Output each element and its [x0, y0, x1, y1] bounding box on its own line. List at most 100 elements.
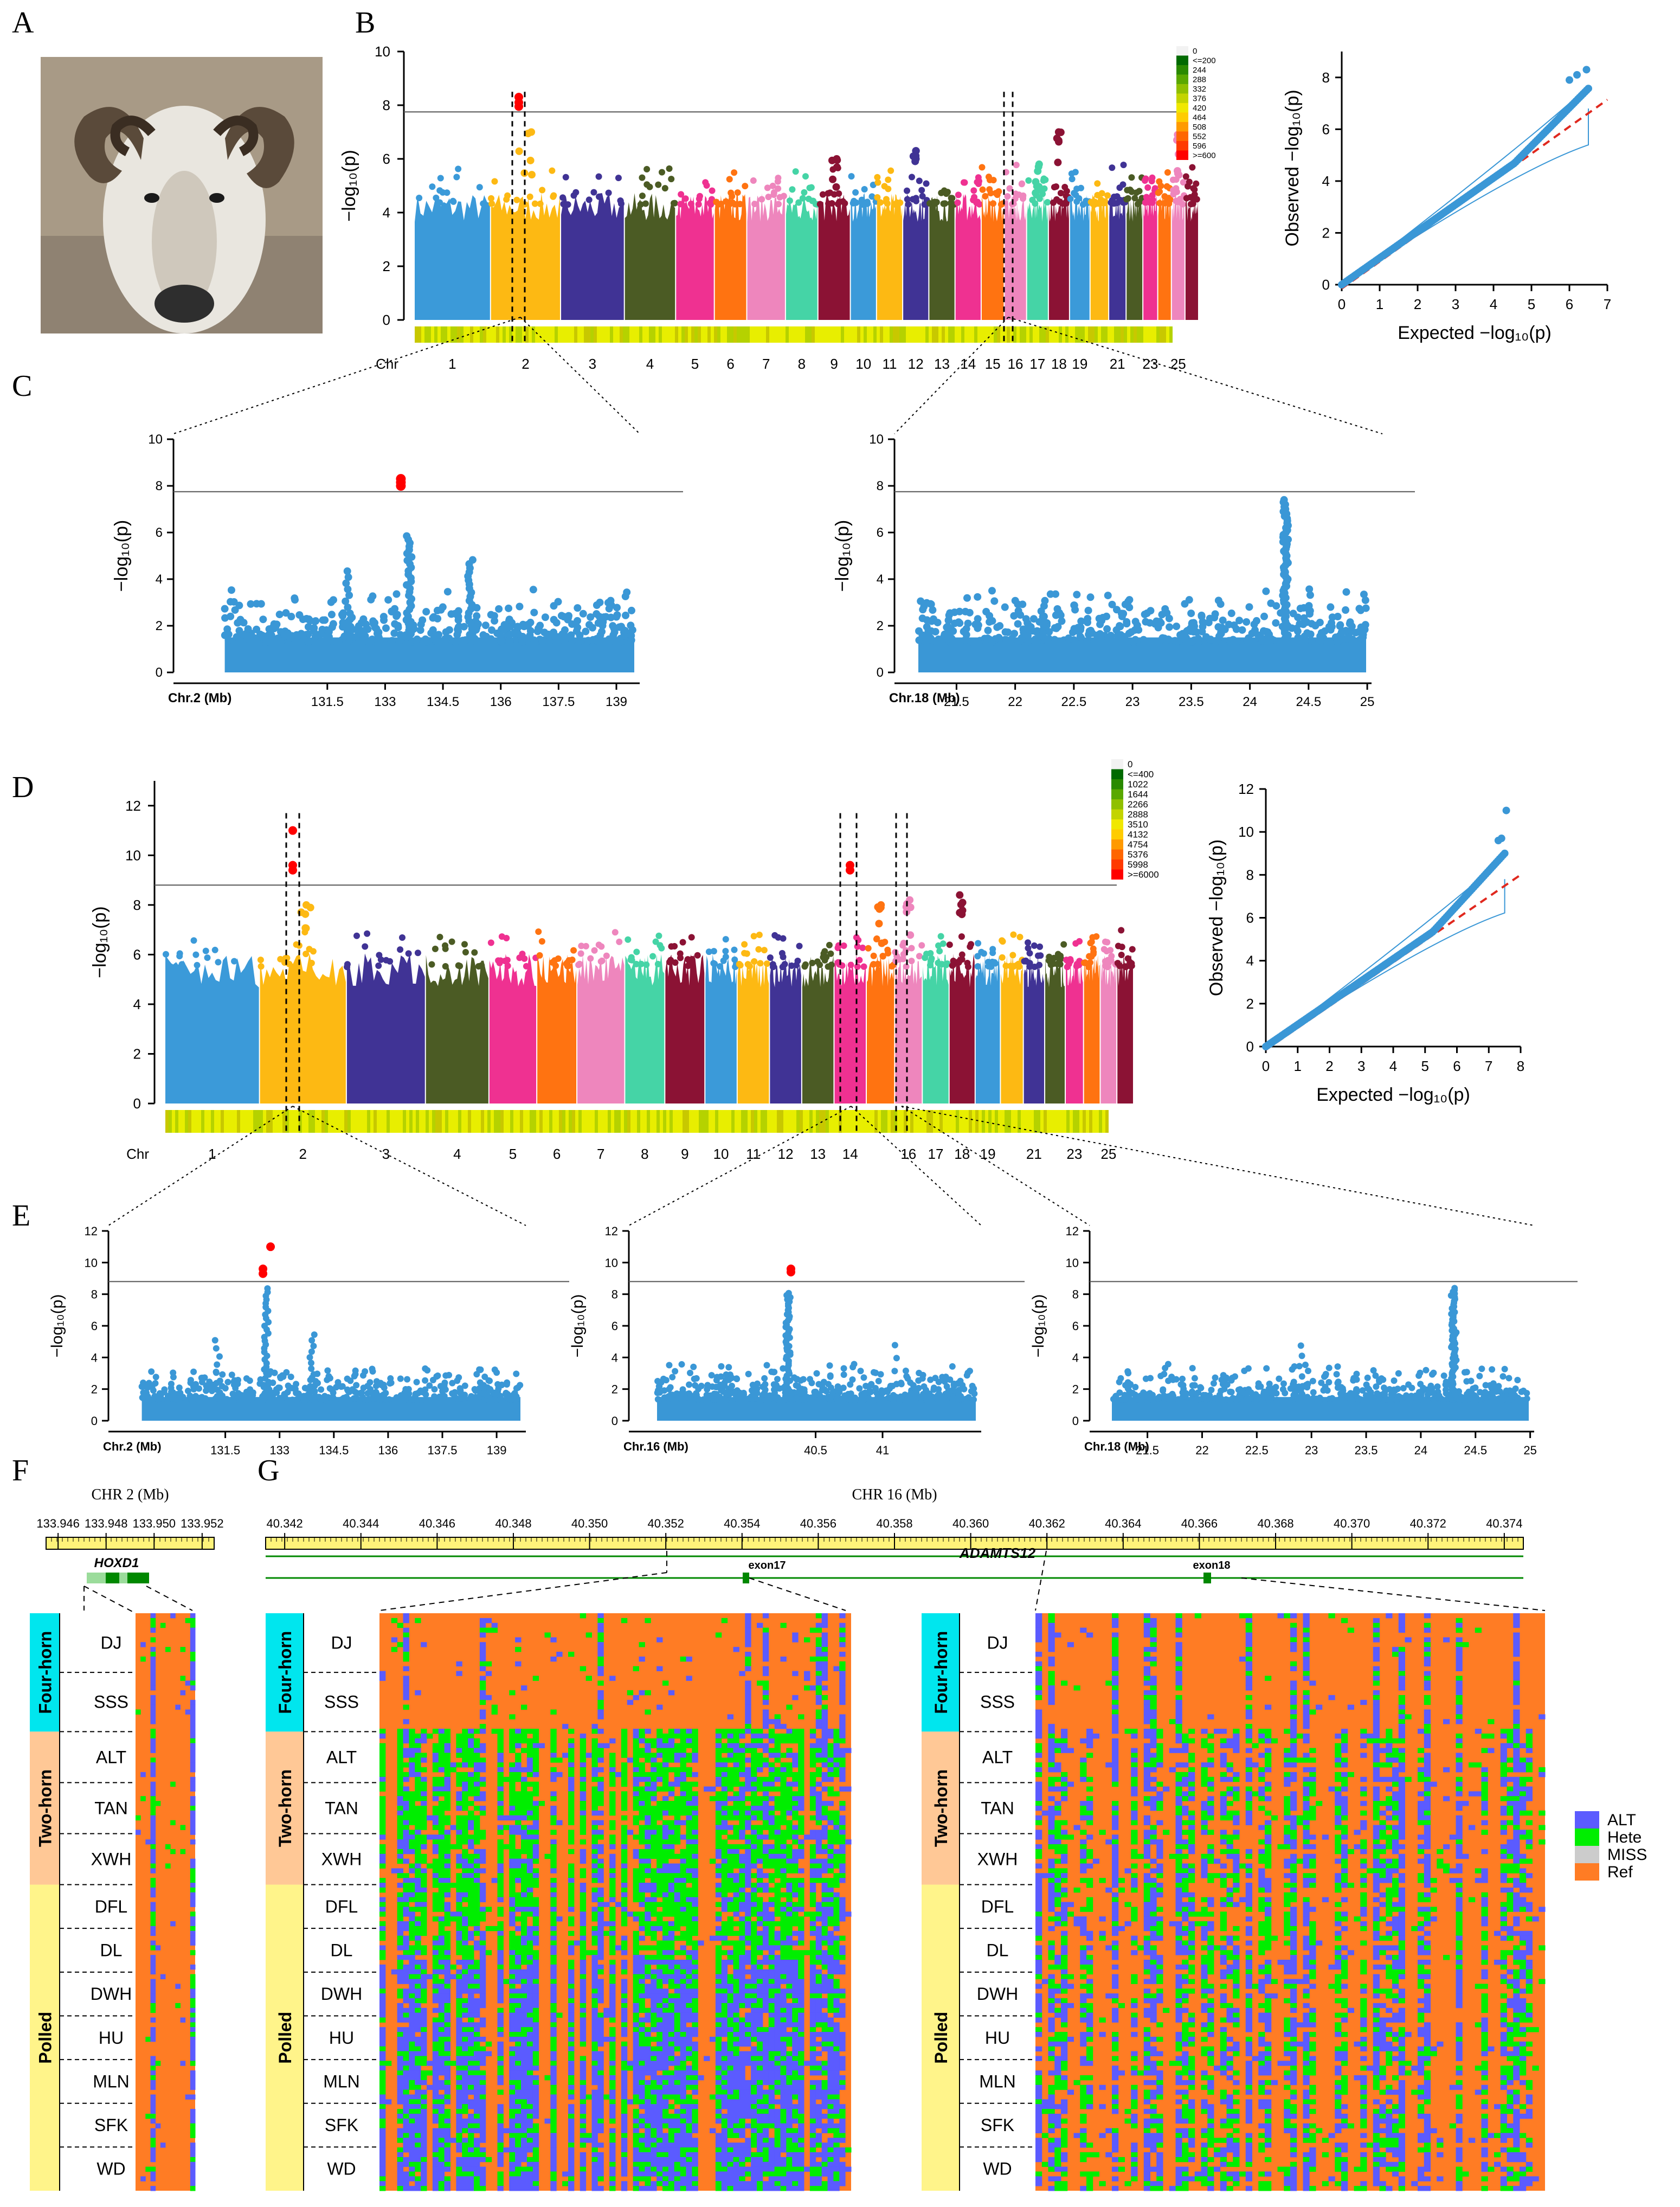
- density-cell: [1076, 1110, 1079, 1133]
- density-cell: [965, 1110, 969, 1133]
- y-tick-label: 2: [877, 619, 884, 633]
- snp-point: [443, 189, 450, 196]
- density-cell: [1072, 326, 1075, 343]
- snp-point: [759, 1383, 767, 1390]
- snp-point: [1108, 600, 1116, 608]
- y-tick-label: 6: [877, 525, 884, 540]
- ruler-label: 40.368: [1257, 1517, 1293, 1530]
- density-cell: [571, 326, 574, 343]
- snp-point: [937, 933, 944, 940]
- snp-point: [327, 611, 336, 619]
- x-tick-label: 21.5: [944, 695, 969, 709]
- snp-point: [1074, 624, 1082, 632]
- snp-point: [393, 1394, 400, 1401]
- snp-point: [969, 1383, 976, 1390]
- snp-point: [366, 1396, 373, 1403]
- snp-point: [1090, 945, 1097, 952]
- snp-point: [1182, 1393, 1189, 1400]
- snp-point: [1214, 623, 1222, 631]
- density-cell: [782, 326, 786, 343]
- density-cell: [1079, 1110, 1083, 1133]
- snp-point: [1303, 618, 1311, 626]
- snp-point: [1287, 1396, 1294, 1403]
- density-cell: [1134, 326, 1137, 343]
- snp-point: [384, 596, 392, 604]
- significant-snp: [259, 1269, 268, 1278]
- snp-point: [694, 952, 701, 959]
- density-cell: [997, 326, 1000, 343]
- snp-point: [796, 942, 803, 949]
- snp-point: [1392, 1387, 1399, 1394]
- snp-point: [1515, 1395, 1522, 1402]
- y-tick-label: 4: [612, 1351, 618, 1364]
- chromosome-label: 19: [1072, 356, 1087, 372]
- chromosome-block: [665, 954, 705, 1104]
- snp-point: [741, 949, 748, 957]
- x-tick-label: 133: [269, 1443, 289, 1457]
- snp-point: [351, 1372, 358, 1380]
- genotype-cell: [190, 1622, 196, 1628]
- snp-point: [1086, 593, 1095, 601]
- panel-label-b: B: [355, 6, 376, 40]
- density-cell: [214, 1110, 217, 1133]
- density-cell: [556, 1110, 559, 1133]
- legend-swatch: [1176, 150, 1188, 160]
- genotype-cell: [185, 1709, 191, 1715]
- density-cell: [383, 1110, 387, 1133]
- snp-point: [1156, 188, 1163, 195]
- snp-point: [1243, 618, 1251, 626]
- snp-point: [432, 945, 439, 952]
- population-label: DJ: [331, 1633, 352, 1653]
- legend-swatch: [1111, 789, 1123, 799]
- snp-point: [1087, 626, 1095, 634]
- snp-point: [1057, 190, 1064, 197]
- snp-point: [827, 1396, 834, 1403]
- snp-point: [258, 963, 265, 970]
- snp-point: [562, 174, 569, 181]
- density-cell: [494, 1110, 497, 1133]
- snp-point: [535, 624, 543, 632]
- snp-point: [419, 616, 427, 624]
- snp-point: [1231, 637, 1239, 645]
- genotype-cell: [190, 1757, 196, 1763]
- chromosome-block: [903, 194, 929, 320]
- snp-point: [482, 638, 491, 646]
- chromosome-block: [851, 193, 876, 320]
- snp-point: [372, 1383, 379, 1390]
- snp-point: [976, 201, 983, 208]
- density-cell: [503, 326, 506, 343]
- snp-point: [607, 601, 615, 610]
- snp-point: [280, 1394, 287, 1401]
- snp-point: [221, 605, 229, 613]
- snp-point: [1012, 195, 1019, 202]
- population-label: DL: [987, 1941, 1009, 1960]
- density-cell: [958, 326, 961, 343]
- snp-point: [1073, 198, 1080, 205]
- x-tick-label: 24.5: [1296, 695, 1321, 709]
- snp-point: [211, 1337, 218, 1344]
- chr-axis-label: Chr: [126, 1146, 149, 1162]
- snp-point: [997, 201, 1005, 208]
- snp-point: [306, 1394, 313, 1401]
- snp-point: [567, 631, 575, 639]
- ruler-label: 40.360: [952, 1517, 989, 1530]
- snp-point: [1050, 199, 1057, 206]
- density-cell: [659, 326, 662, 343]
- density-cell: [831, 326, 834, 343]
- density-cell: [1060, 1110, 1063, 1133]
- density-cell: [415, 326, 418, 343]
- density-cell: [312, 1110, 315, 1133]
- density-cell: [406, 1110, 409, 1133]
- snp-point: [1296, 1363, 1303, 1370]
- snp-point: [778, 949, 786, 957]
- density-cell: [538, 326, 542, 343]
- heatmap-bg: [136, 1613, 195, 2191]
- snp-point: [516, 602, 524, 611]
- snp-point: [479, 631, 487, 639]
- snp-point: [460, 1395, 467, 1402]
- snp-point: [964, 963, 971, 970]
- density-cell: [873, 326, 877, 343]
- legend-swatch: [1176, 84, 1188, 94]
- snp-point: [1131, 636, 1140, 644]
- density-cell: [881, 1110, 884, 1133]
